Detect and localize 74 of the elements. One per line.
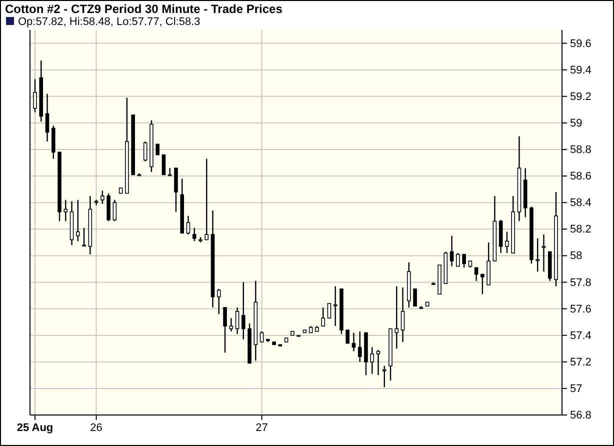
y-tick-label: 59.6: [570, 38, 592, 50]
candlestick: [480, 274, 484, 295]
y-tick-label: 58.4: [570, 197, 592, 210]
candlestick: [223, 307, 227, 354]
candlestick: [82, 227, 86, 246]
y-tick-label: 58: [570, 250, 582, 262]
chart-title: Cotton #2 - CTZ9 Period 30 Minute - Trade Prices: [5, 2, 283, 16]
y-tick-label: 58.6: [570, 170, 592, 183]
y-tick-label: 57.6: [570, 303, 592, 316]
y-tick-label: 59.4: [570, 64, 592, 76]
candlestick: [492, 195, 497, 262]
x-tick-label: 27: [256, 422, 268, 434]
candlestick: [260, 330, 264, 342]
candlestick: [450, 235, 454, 267]
candlestick: [235, 306, 240, 335]
candlestick: [554, 191, 558, 287]
candlestick: [51, 124, 56, 160]
candlestick: [64, 199, 68, 222]
candlestick: [394, 286, 399, 350]
candlestick: [229, 317, 234, 332]
candlestick: [254, 280, 258, 362]
x-tick-label: 25 Aug: [16, 422, 54, 434]
candlestick: [321, 306, 325, 326]
y-tick-label: 56.8: [570, 410, 592, 422]
y-tick-label: 59: [570, 117, 582, 130]
candlestick: [388, 328, 392, 382]
candlestick: [143, 140, 148, 162]
candlestick: [406, 262, 411, 308]
x-tick-label: 26: [90, 422, 102, 434]
candlestick: [45, 93, 50, 142]
y-tick-label: 59.2: [570, 90, 592, 103]
candlestick: [150, 120, 154, 173]
candlestick: [112, 199, 117, 222]
candlestick: [498, 219, 503, 254]
candlestick: [186, 215, 190, 236]
candlestick: [352, 332, 356, 352]
candlestick: [242, 282, 246, 340]
candlestick: [444, 251, 448, 284]
candlestick: [511, 195, 515, 254]
candlestick: [505, 231, 509, 254]
candlestick: [364, 332, 368, 376]
y-tick-label: 57: [570, 382, 582, 395]
candlestick: [216, 288, 221, 315]
y-tick-label: 58.2: [570, 224, 592, 236]
candlestick: [400, 286, 405, 343]
candlestick: [468, 260, 472, 268]
y-tick-label: 58.8: [570, 144, 592, 156]
candlestick: [486, 242, 490, 286]
y-tick-label: 57.4: [570, 330, 592, 342]
candlestick: [125, 97, 129, 194]
y-tick-label: 57.8: [570, 276, 592, 289]
candlestick: [70, 200, 74, 246]
candlestick: [536, 238, 540, 272]
candlestick: [174, 168, 178, 212]
candlestick: [192, 227, 196, 242]
candlestick: [376, 349, 380, 376]
candlestick: [370, 346, 374, 374]
candlestick: [308, 325, 313, 334]
candlestick: [33, 78, 37, 113]
y-tick-label: 57.2: [570, 356, 592, 368]
candlestick: [210, 210, 215, 308]
candlestick: [204, 158, 209, 240]
candlestick: [382, 365, 386, 388]
candlestick: [517, 136, 522, 222]
candlestick: [180, 178, 184, 234]
candlestick: [542, 234, 546, 272]
candlestick: [88, 195, 92, 255]
chart-subtitle: Op:57.82, Hi:58.48, Lo:57.77, Cl:58.3: [18, 16, 200, 28]
candlestick: [76, 199, 80, 242]
candlestick: [100, 190, 104, 205]
candlestick: [474, 267, 478, 282]
candlestick: [39, 60, 44, 122]
candlestick: [523, 167, 528, 218]
candlestick: [358, 330, 362, 362]
